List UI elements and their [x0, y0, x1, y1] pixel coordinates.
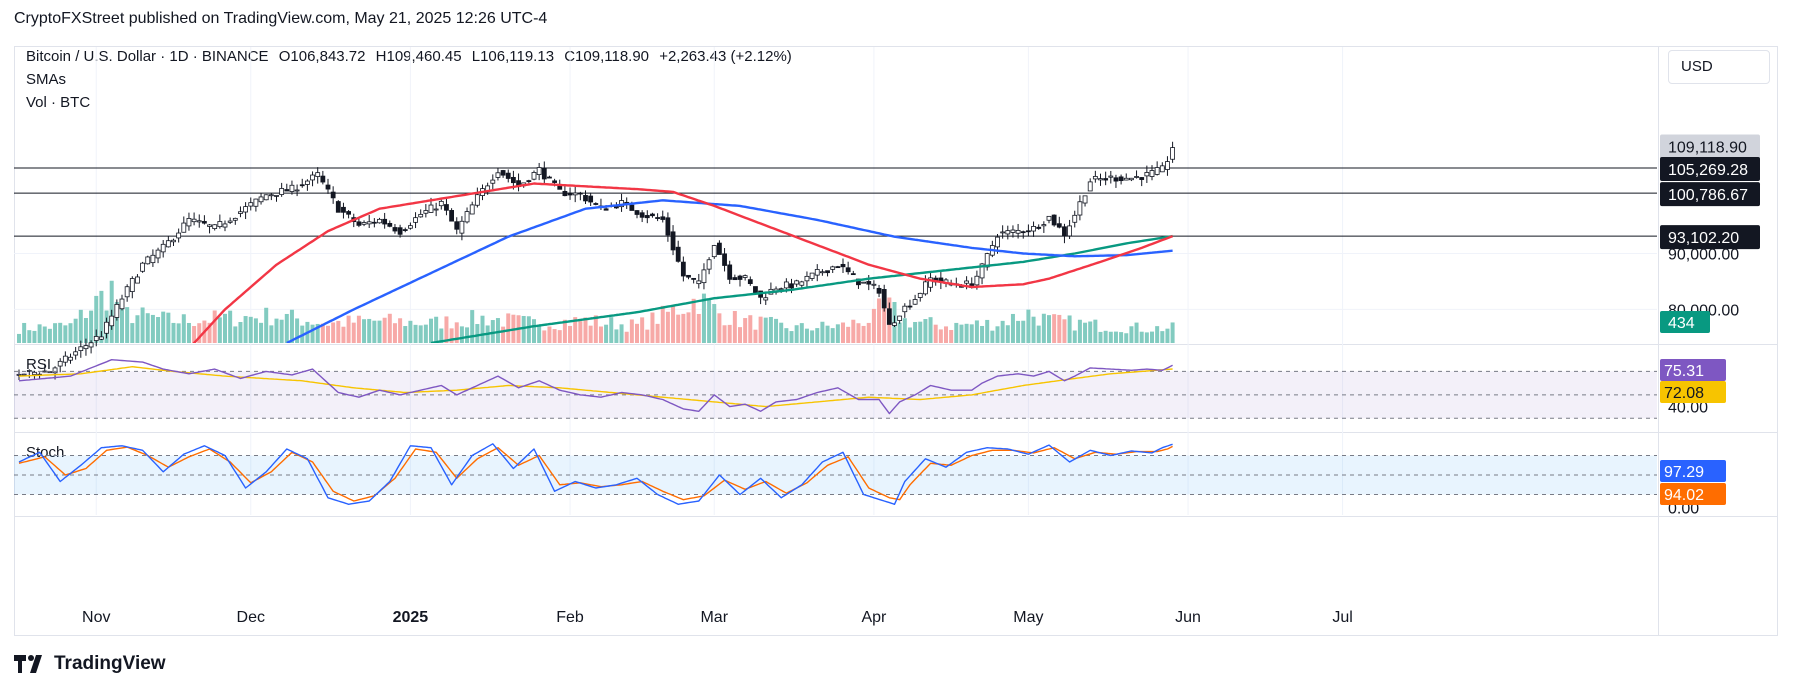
symbol-title[interactable]: Bitcoin / U.S. Dollar · 1D · BINANCE: [26, 48, 269, 65]
stoch-pane-separator: [14, 432, 1778, 433]
ohlc-close: C109,118.90: [564, 48, 650, 65]
time-axis-separator: [14, 516, 1778, 517]
symbol-legend: Bitcoin / U.S. Dollar · 1D · BINANCE O10…: [26, 48, 792, 65]
currency-button[interactable]: USD: [1668, 50, 1770, 84]
ohlc-high: H109,460.45: [375, 48, 462, 65]
tradingview-footer[interactable]: TradingView: [14, 653, 166, 675]
tradingview-logo-icon: [14, 655, 42, 673]
chart-frame: [14, 46, 1778, 636]
ohlc-change: +2,263.43 (+2.12%): [659, 48, 792, 65]
price-axis-separator: [1658, 46, 1659, 636]
stoch-legend[interactable]: Stoch: [26, 444, 65, 461]
volume-legend[interactable]: Vol · BTC: [26, 94, 91, 111]
smas-legend[interactable]: SMAs: [26, 71, 67, 88]
ohlc-open: O106,843.72: [278, 48, 366, 65]
footer-brand: TradingView: [54, 653, 166, 674]
ohlc-low: L106,119.13: [471, 48, 555, 65]
rsi-legend[interactable]: RSI: [26, 356, 52, 373]
rsi-pane-separator: [14, 344, 1778, 345]
publish-header: CryptoFXStreet published on TradingView.…: [14, 10, 548, 27]
